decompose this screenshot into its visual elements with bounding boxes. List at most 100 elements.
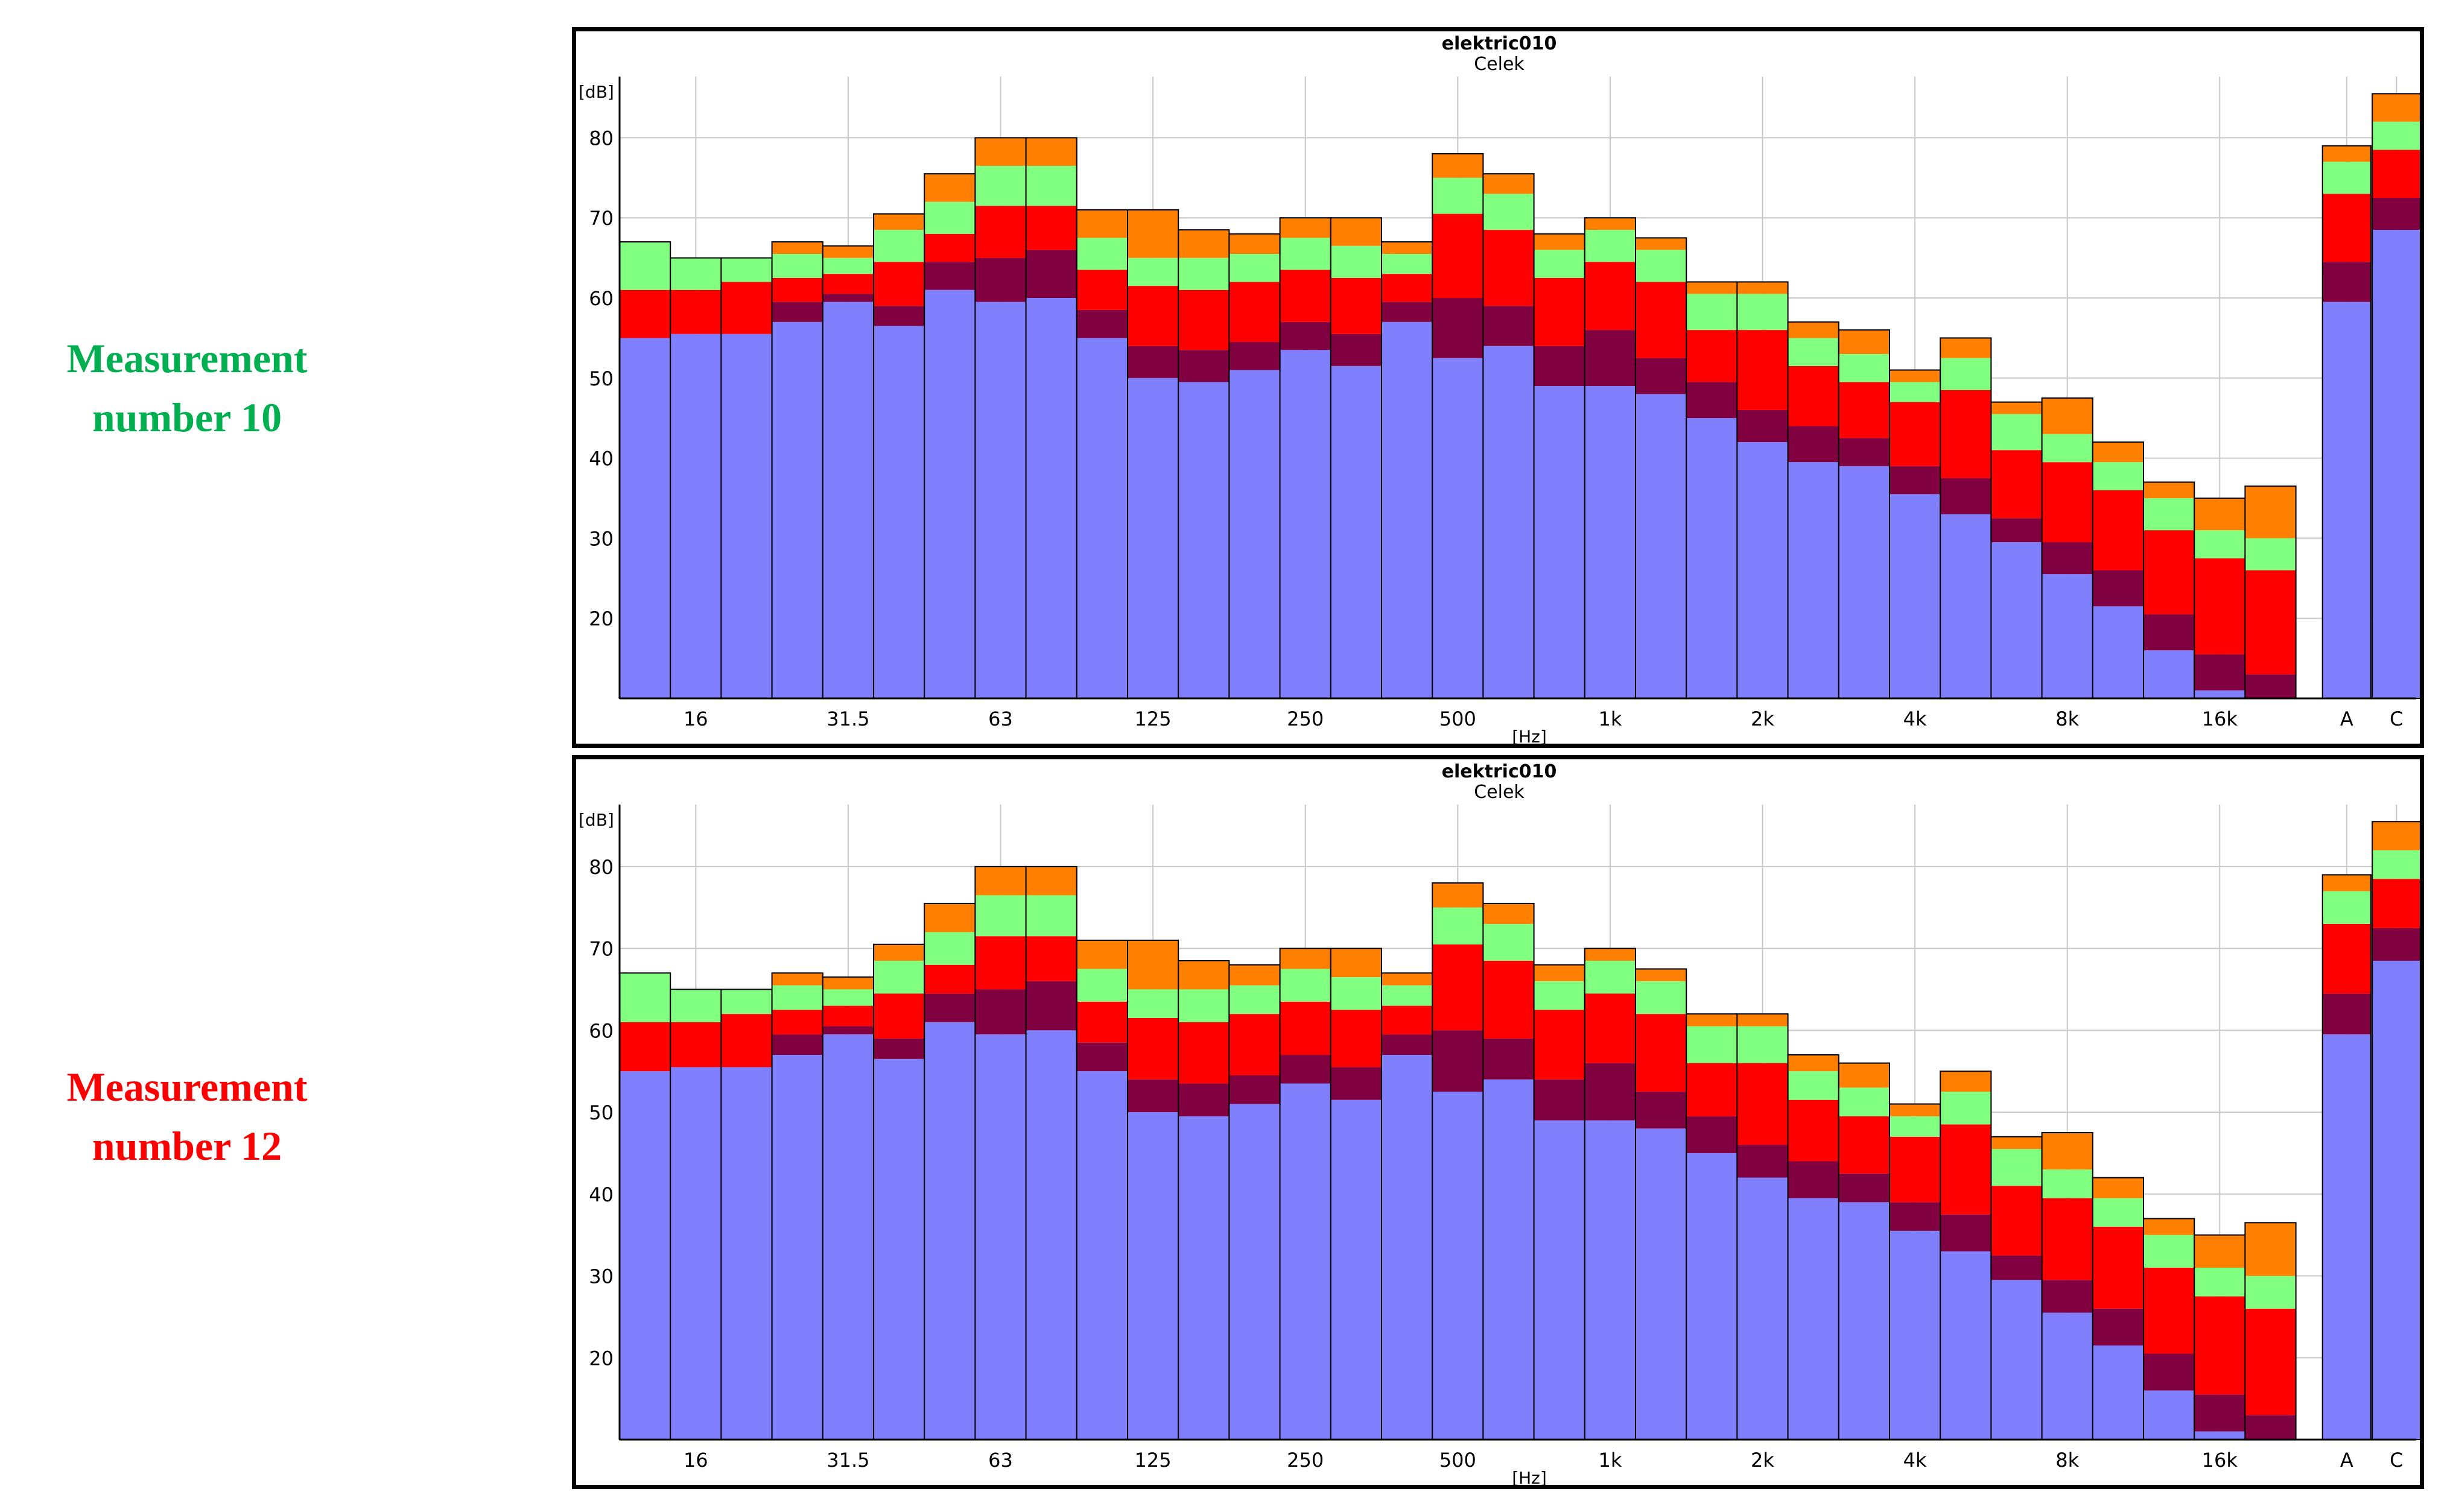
bar-20-red xyxy=(721,1014,772,1068)
bar-315-dark_red xyxy=(1330,1067,1382,1100)
bar-20k-dark_red xyxy=(2245,674,2296,698)
bar-25-dark_red xyxy=(772,302,823,322)
bar-8k-base xyxy=(2042,574,2093,698)
bar-25-orange xyxy=(772,973,823,985)
chart-subtitle: Celek xyxy=(1474,54,1525,75)
bar-16k-dark_red xyxy=(2194,654,2245,691)
bar-63-base xyxy=(975,302,1026,698)
bar-12.5-red xyxy=(620,1022,671,1072)
bar-4k-orange xyxy=(1890,370,1941,382)
bar-200-green xyxy=(1229,985,1280,1014)
bar-50-orange xyxy=(924,174,976,202)
bar-5k-dark_red xyxy=(1940,1214,1991,1251)
bar-4k-dark_red xyxy=(1890,1202,1941,1231)
bar-250-base xyxy=(1280,350,1331,698)
bar-5k-orange xyxy=(1940,338,1991,358)
bar-2k-orange xyxy=(1737,282,1788,294)
bar-125-green xyxy=(1128,258,1179,286)
x-tick-label: 2k xyxy=(1751,1449,1774,1472)
bar-3.15k-base xyxy=(1838,466,1890,698)
bar-25-red xyxy=(772,1010,823,1035)
bar-10k-base xyxy=(2092,1345,2143,1440)
bar-100-orange xyxy=(1076,209,1128,238)
bar-6.3k-orange xyxy=(1991,402,2042,414)
bar-1k-dark_red xyxy=(1584,330,1636,387)
bar-20k-green xyxy=(2245,1276,2296,1309)
x-axis-label: [Hz] xyxy=(1512,1468,1547,1485)
bar-overall-C-base xyxy=(2372,960,2420,1440)
bar-125-orange xyxy=(1128,209,1179,258)
bar-16k-base xyxy=(2194,690,2245,698)
bar-20k-orange xyxy=(2245,1223,2296,1276)
bar-6.3k-base xyxy=(1991,542,2042,698)
bar-400-orange xyxy=(1382,242,1433,254)
bar-2.5k-dark_red xyxy=(1788,426,1839,463)
bar-12.5-base xyxy=(620,338,671,698)
y-tick-label: 50 xyxy=(589,1101,614,1124)
y-tick-label: 60 xyxy=(589,287,614,310)
bar-200-red xyxy=(1229,282,1280,343)
bar-2.5k-dark_red xyxy=(1788,1161,1839,1198)
bar-16k-green xyxy=(2194,530,2245,558)
y-axis-label: [dB] xyxy=(579,82,614,102)
bar-125-orange xyxy=(1128,940,1179,990)
chart-panel-measurement-12: 20 30 40 50 60 70 80 16 31.5 63 125 250 500 1k 2k 4k 8k 1… xyxy=(572,755,2424,1489)
bar-200-dark_red xyxy=(1229,1075,1280,1104)
bar-50-base xyxy=(924,289,976,699)
bar-63-base xyxy=(975,1034,1026,1440)
bar-50-red xyxy=(924,964,976,994)
bar-630-dark_red xyxy=(1483,306,1534,346)
bar-1.6k-base xyxy=(1686,418,1737,698)
bar-160-orange xyxy=(1178,960,1230,990)
bar-40-green xyxy=(874,230,925,262)
bar-2k-green xyxy=(1737,294,1788,331)
bar-8k-green xyxy=(2042,1169,2093,1198)
bar-315-red xyxy=(1330,1010,1382,1068)
bar-1.25k-base xyxy=(1636,1128,1687,1440)
bar-100-dark_red xyxy=(1076,309,1128,338)
bar-8k-dark_red xyxy=(2042,542,2093,575)
bar-overall-C-base xyxy=(2372,230,2420,698)
x-tick-label: 16 xyxy=(684,1449,708,1472)
bar-315-base xyxy=(1330,365,1382,698)
bar-overall-A-green xyxy=(2322,162,2371,194)
bar-250-red xyxy=(1280,1001,1331,1055)
bar-31.5-green xyxy=(822,989,874,1006)
bar-4k-green xyxy=(1890,382,1941,402)
bar-80-base xyxy=(1026,298,1077,698)
bar-50-green xyxy=(924,201,976,234)
bar-500-dark_red xyxy=(1432,1030,1483,1092)
y-tick-label: 40 xyxy=(589,448,614,470)
bar-1.6k-dark_red xyxy=(1686,382,1737,419)
bar-200-dark_red xyxy=(1229,342,1280,370)
bar-200-base xyxy=(1229,370,1280,698)
bar-10k-base xyxy=(2092,606,2143,698)
bar-31.5-dark_red xyxy=(822,294,874,302)
bar-160-green xyxy=(1178,989,1230,1022)
bar-8k-red xyxy=(2042,462,2093,543)
bar-1.6k-red xyxy=(1686,1063,1737,1116)
bar-10k-red xyxy=(2092,1227,2143,1309)
bar-16-green xyxy=(670,258,722,290)
measurement-12-line-1: Measurement xyxy=(66,1064,308,1110)
bar-20-base xyxy=(721,1067,772,1440)
bar-2k-dark_red xyxy=(1737,1145,1788,1178)
bar-315-base xyxy=(1330,1099,1382,1440)
bar-800-green xyxy=(1534,981,1585,1010)
bar-3.15k-green xyxy=(1838,1087,1890,1116)
bar-31.5-green xyxy=(822,258,874,274)
bar-315-orange xyxy=(1330,948,1382,978)
bar-125-dark_red xyxy=(1128,346,1179,378)
bar-12.5k-base xyxy=(2143,1390,2195,1440)
bar-8k-orange xyxy=(2042,398,2093,434)
bar-4k-base xyxy=(1890,494,1941,698)
bar-12.5k-orange xyxy=(2143,1218,2195,1235)
bar-40-base xyxy=(874,1058,925,1440)
x-tick-label: 1k xyxy=(1598,1449,1622,1472)
bar-50-orange xyxy=(924,903,976,932)
bar-80-red xyxy=(1026,206,1077,250)
bar-10k-green xyxy=(2092,1198,2143,1227)
bar-250-red xyxy=(1280,270,1331,322)
bar-12.5k-dark_red xyxy=(2143,1353,2195,1391)
bar-16k-green xyxy=(2194,1267,2245,1297)
